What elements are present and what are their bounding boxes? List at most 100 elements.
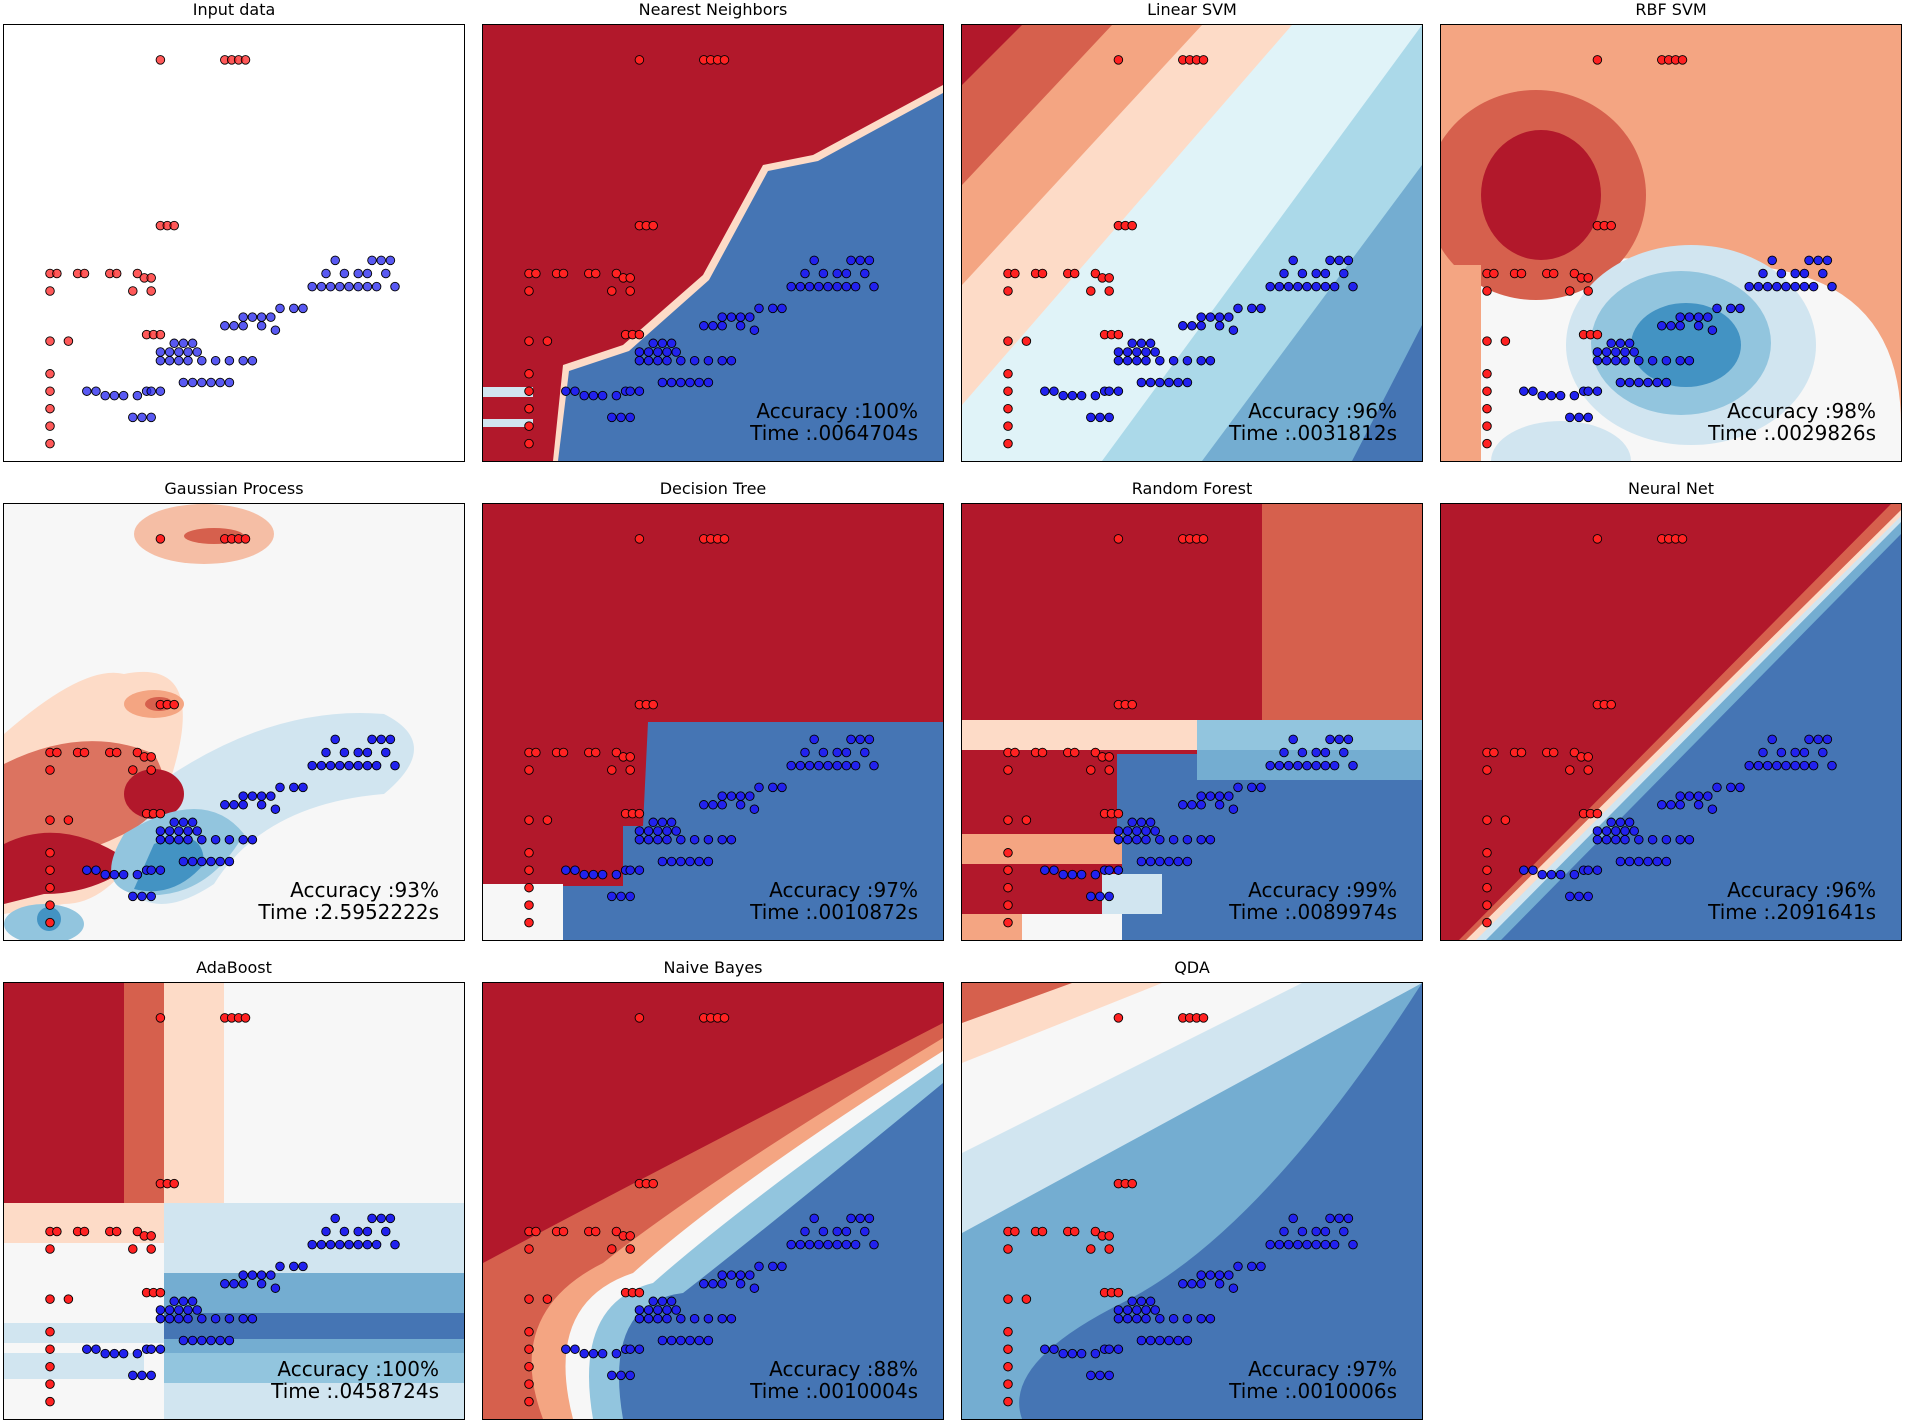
- blue-data-point: [1247, 303, 1257, 314]
- blue-data-point: [210, 834, 221, 845]
- blue-data-point: [1348, 281, 1358, 292]
- panel-nearest-neighbors: Nearest Neighbors Accuracy :100% Time :.…: [482, 0, 944, 462]
- blue-data-point: [1339, 268, 1349, 279]
- blue-data-point: [1150, 1305, 1160, 1315]
- blue-data-point: [666, 1296, 677, 1307]
- decision-surface: [1441, 25, 1901, 461]
- blue-data-point: [178, 1335, 189, 1346]
- blue-data-point: [1620, 826, 1630, 836]
- red-data-point: [524, 1327, 534, 1337]
- blue-data-point: [823, 1239, 833, 1250]
- blue-data-point: [169, 338, 179, 349]
- blue-data-point: [1058, 1348, 1068, 1359]
- blue-data-point: [694, 1335, 704, 1346]
- time-label: Time :.0010004s: [750, 1379, 918, 1403]
- blue-data-point: [625, 386, 635, 396]
- red-data-point: [1003, 1294, 1013, 1304]
- accuracy-label: Accuracy :97%: [1248, 1357, 1397, 1381]
- blue-data-point: [850, 1239, 861, 1250]
- blue-data-point: [1145, 856, 1156, 867]
- blue-data-point: [1113, 386, 1124, 396]
- red-data-point: [240, 534, 251, 544]
- blue-data-point: [1113, 347, 1124, 357]
- blue-data-point: [570, 865, 580, 875]
- blue-data-point: [376, 255, 386, 266]
- blue-data-point: [362, 1226, 373, 1237]
- red-data-point: [1003, 882, 1013, 893]
- blue-data-point: [717, 312, 727, 322]
- blue-data-point: [1615, 856, 1626, 867]
- red-data-point: [524, 900, 534, 910]
- red-data-point: [1003, 848, 1013, 858]
- decision-surface: [962, 504, 1422, 940]
- blue-data-point: [1182, 377, 1193, 388]
- blue-data-point: [818, 1226, 829, 1237]
- blue-data-point: [1684, 834, 1695, 845]
- blue-data-point: [1233, 782, 1243, 793]
- blue-data-point: [1104, 1344, 1114, 1354]
- blue-data-point: [1256, 303, 1266, 314]
- time-label: Time :.0031812s: [1229, 421, 1397, 445]
- blue-data-point: [325, 760, 336, 771]
- red-data-point: [524, 882, 534, 893]
- blue-data-point: [657, 338, 668, 349]
- red-data-point: [542, 815, 553, 825]
- blue-data-point: [1224, 312, 1234, 322]
- red-data-point: [524, 1294, 534, 1304]
- blue-data-point: [1274, 1239, 1285, 1250]
- blue-data-point: [1611, 347, 1621, 357]
- blue-data-point: [91, 386, 101, 396]
- blue-data-point: [1288, 1213, 1298, 1224]
- blue-data-point: [390, 1239, 400, 1250]
- red-data-point: [1548, 747, 1559, 758]
- blue-data-point: [1776, 747, 1787, 758]
- blue-data-point: [1703, 791, 1713, 801]
- blue-data-point: [1155, 1313, 1165, 1324]
- blue-data-point: [155, 865, 166, 875]
- red-data-point: [1021, 336, 1032, 346]
- blue-data-point: [735, 791, 746, 801]
- blue-data-point: [275, 1261, 285, 1272]
- time-label: Time :.0064704s: [750, 421, 918, 445]
- blue-data-point: [745, 1270, 755, 1280]
- blue-data-point: [832, 760, 842, 771]
- red-data-point: [45, 386, 55, 396]
- blue-data-point: [832, 747, 842, 758]
- blue-data-point: [362, 747, 373, 758]
- blue-data-point: [183, 1313, 193, 1324]
- blue-data-point: [1205, 834, 1216, 845]
- blue-data-point: [215, 856, 225, 867]
- blue-data-point: [155, 386, 166, 396]
- blue-data-point: [238, 1279, 248, 1289]
- red-data-point: [79, 747, 90, 758]
- blue-data-point: [256, 1270, 267, 1280]
- red-data-point: [1606, 220, 1616, 231]
- blue-data-point: [266, 791, 276, 801]
- blue-data-point: [390, 760, 400, 771]
- blue-data-point: [726, 355, 737, 366]
- red-data-point: [719, 1013, 730, 1023]
- blue-data-point: [367, 255, 377, 266]
- blue-data-point: [625, 412, 635, 423]
- blue-data-point: [653, 1305, 663, 1315]
- blue-data-point: [224, 355, 235, 366]
- red-data-point: [542, 1294, 553, 1304]
- blue-data-point: [1247, 1261, 1257, 1272]
- blue-data-point: [164, 347, 175, 357]
- blue-data-point: [132, 390, 143, 401]
- blue-data-point: [1620, 834, 1630, 845]
- blue-data-point: [745, 791, 755, 801]
- blue-data-point: [611, 869, 622, 880]
- blue-data-point: [1762, 760, 1773, 771]
- blue-data-point: [174, 355, 184, 366]
- blue-data-point: [1283, 1239, 1294, 1250]
- blue-data-point: [648, 817, 658, 828]
- red-data-point: [1482, 815, 1492, 825]
- blue-data-point: [289, 782, 299, 793]
- red-data-point: [1127, 1178, 1137, 1189]
- blue-data-point: [841, 281, 852, 292]
- blue-data-point: [1067, 869, 1078, 880]
- red-data-point: [611, 268, 622, 279]
- blue-data-point: [1320, 747, 1331, 758]
- blue-data-point: [1205, 355, 1216, 366]
